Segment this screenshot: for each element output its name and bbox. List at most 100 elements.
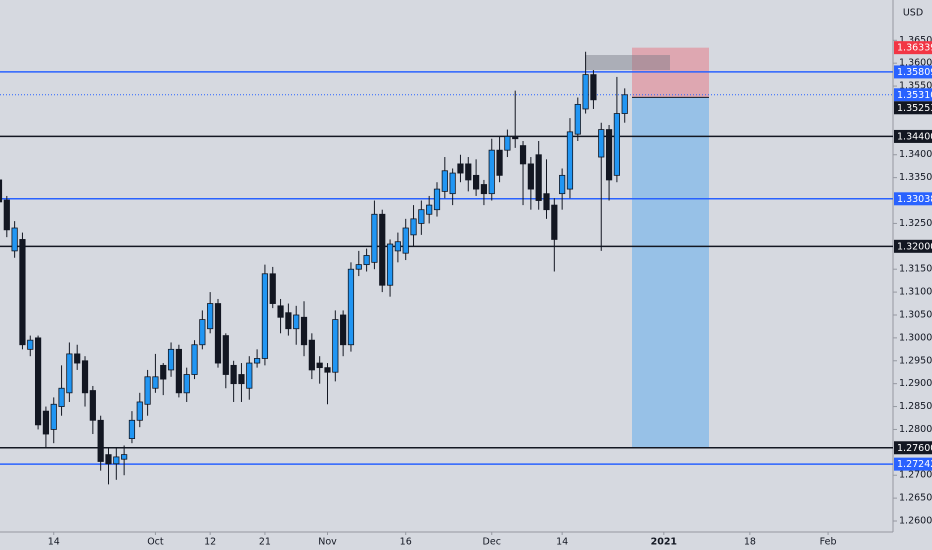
candle-body bbox=[332, 319, 339, 373]
candle-body bbox=[621, 94, 628, 114]
candle-body bbox=[410, 218, 417, 236]
candle-body bbox=[355, 264, 362, 270]
level-label-bg bbox=[894, 441, 932, 455]
candle-body bbox=[340, 314, 347, 346]
candle-body bbox=[58, 387, 65, 407]
level-label: 1.35253 bbox=[897, 103, 932, 114]
candle-body bbox=[566, 131, 574, 190]
candle-body bbox=[598, 129, 605, 158]
candle-body bbox=[293, 314, 300, 330]
x-tick-label: Oct bbox=[147, 537, 164, 548]
candle-body bbox=[89, 390, 96, 421]
x-tick-label: 14 bbox=[556, 537, 568, 548]
y-tick-label: 1.28500 bbox=[899, 401, 932, 412]
level-label-bg bbox=[894, 101, 932, 115]
candle-body bbox=[34, 337, 42, 426]
candle-body bbox=[371, 213, 378, 263]
candle-body bbox=[535, 154, 542, 201]
x-tick-label: 16 bbox=[400, 537, 412, 548]
candle-body bbox=[238, 374, 245, 385]
candle-body bbox=[74, 353, 81, 364]
candle-body bbox=[308, 339, 315, 371]
level-label: 1.32000 bbox=[897, 241, 932, 252]
x-tick-label: 12 bbox=[204, 537, 216, 548]
candle-body bbox=[97, 419, 104, 462]
candle-body bbox=[441, 170, 448, 192]
candle-body bbox=[394, 241, 401, 252]
candle-body bbox=[605, 129, 613, 181]
y-tick-label: 1.29500 bbox=[899, 355, 932, 366]
drawing-box bbox=[585, 55, 670, 70]
candle-body bbox=[113, 456, 120, 465]
y-tick-label: 1.30000 bbox=[899, 332, 932, 343]
level-label-bg bbox=[894, 192, 932, 206]
candle-body bbox=[449, 172, 456, 195]
candle-body bbox=[519, 145, 527, 165]
candle-body bbox=[543, 193, 550, 211]
level-label-bg bbox=[894, 129, 932, 143]
candle-body bbox=[496, 149, 503, 176]
level-label: 1.27600 bbox=[897, 443, 932, 454]
y-tick-label: 1.31000 bbox=[899, 287, 932, 298]
candle-body bbox=[3, 199, 10, 231]
candle-body bbox=[559, 174, 566, 195]
candle-body bbox=[160, 364, 167, 380]
level-label: 1.33038 bbox=[897, 194, 932, 205]
y-tick-label: 1.36000 bbox=[899, 58, 932, 69]
candle-body bbox=[473, 174, 480, 190]
y-tick-label: 1.32500 bbox=[899, 218, 932, 229]
candle-body bbox=[426, 204, 433, 215]
candle-body bbox=[144, 376, 151, 405]
level-label-bg bbox=[894, 239, 932, 253]
x-tick-label: Nov bbox=[318, 537, 337, 548]
candle-body bbox=[457, 163, 464, 174]
candle-body bbox=[207, 303, 214, 330]
candle-body bbox=[222, 335, 229, 375]
candle-body bbox=[582, 74, 589, 110]
level-label: 1.27242 bbox=[897, 459, 932, 470]
target-zone bbox=[632, 97, 709, 448]
level-label-bg bbox=[894, 457, 932, 471]
candle-body bbox=[363, 255, 370, 266]
candle-body bbox=[246, 362, 253, 389]
y-tick-label: 1.34000 bbox=[899, 149, 932, 160]
candle-body bbox=[465, 163, 472, 181]
y-tick-label: 1.35500 bbox=[899, 81, 932, 92]
candle-body bbox=[488, 149, 495, 195]
candle-body bbox=[504, 136, 511, 151]
x-tick-label: Feb bbox=[820, 537, 837, 548]
candle-body bbox=[183, 374, 190, 394]
y-tick-label: 1.26000 bbox=[899, 516, 932, 527]
candle-body bbox=[574, 103, 581, 135]
level-label-bg bbox=[894, 65, 932, 79]
candle-body bbox=[527, 163, 534, 190]
candle-body bbox=[300, 316, 308, 346]
level-label: 1.35809 bbox=[897, 67, 932, 78]
level-label-bg bbox=[894, 41, 932, 55]
candle-body bbox=[551, 204, 558, 240]
candle-body bbox=[379, 213, 386, 286]
plot-area bbox=[0, 47, 893, 485]
candle-body bbox=[347, 268, 355, 346]
candle-body bbox=[418, 209, 425, 224]
candle-body bbox=[128, 419, 136, 440]
y-tick-label: 1.30500 bbox=[899, 309, 932, 320]
x-tick-label: 18 bbox=[744, 537, 756, 548]
level-label: 1.36339 bbox=[897, 43, 932, 54]
candle-body bbox=[105, 454, 112, 465]
candle-body bbox=[214, 303, 222, 364]
y-tick-label: 1.26500 bbox=[899, 493, 932, 504]
level-label-bg bbox=[894, 88, 932, 102]
candle-body bbox=[81, 360, 89, 394]
candle-body bbox=[324, 367, 331, 373]
candle-body bbox=[261, 273, 269, 359]
candle-body bbox=[11, 227, 18, 252]
candle-body bbox=[167, 348, 175, 371]
candle-body bbox=[19, 239, 26, 346]
candle-body bbox=[433, 188, 441, 211]
candle-body bbox=[253, 358, 261, 364]
candle-body bbox=[480, 184, 488, 195]
